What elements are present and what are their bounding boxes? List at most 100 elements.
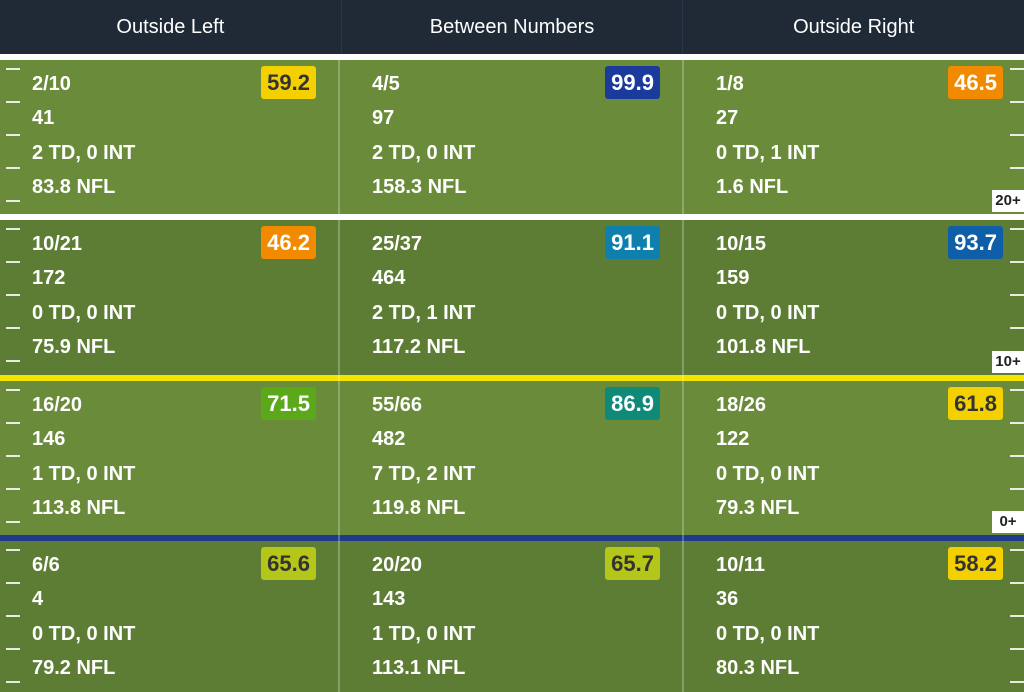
- zone-cell[interactable]: 10/11 36 0 TD, 0 INT 80.3 NFL 58.2: [684, 541, 1024, 692]
- zone-cell[interactable]: 10/21 172 0 TD, 0 INT 75.9 NFL 46.2: [0, 220, 338, 375]
- stat-nfl-rating: 1.6 NFL: [716, 176, 789, 198]
- yard-label: 10+: [992, 351, 1024, 373]
- stat-completions: 10/15: [716, 233, 767, 255]
- stat-nfl-rating: 158.3 NFL: [372, 176, 467, 198]
- zone-cell[interactable]: 10/15 159 0 TD, 0 INT 101.8 NFL 93.7: [684, 220, 1024, 375]
- stat-yards: 464: [372, 267, 406, 289]
- hash-mark: [1010, 261, 1024, 263]
- hash-mark: [6, 134, 20, 136]
- hash-mark: [1010, 455, 1024, 457]
- zone-cell[interactable]: 55/66 482 7 TD, 2 INT 119.8 NFL 86.9: [340, 381, 678, 535]
- stat-completions: 1/8: [716, 73, 744, 95]
- hash-mark: [1010, 681, 1024, 683]
- hash-mark: [1010, 68, 1024, 70]
- hash-mark: [1010, 101, 1024, 103]
- hash-mark: [6, 68, 20, 70]
- column-header-outside-right: Outside Right: [682, 0, 1024, 54]
- stat-nfl-rating: 80.3 NFL: [716, 657, 800, 679]
- hash-mark: [6, 648, 20, 650]
- stat-yards: 172: [32, 267, 66, 289]
- field-band: [0, 381, 1024, 535]
- grade-badge: 46.2: [261, 226, 316, 259]
- column-divider: [338, 60, 340, 692]
- hash-mark: [1010, 488, 1024, 490]
- hash-mark: [6, 488, 20, 490]
- hash-mark: [1010, 582, 1024, 584]
- hash-mark: [1010, 615, 1024, 617]
- stat-completions: 20/20: [372, 554, 423, 576]
- hash-mark: [6, 615, 20, 617]
- hash-mark: [6, 521, 20, 523]
- grade-badge: 65.6: [261, 547, 316, 580]
- stat-nfl-rating: 101.8 NFL: [716, 336, 811, 358]
- stat-yards: 482: [372, 428, 406, 450]
- hash-mark: [1010, 167, 1024, 169]
- zone-cell[interactable]: 1/8 27 0 TD, 1 INT 1.6 NFL 46.5: [684, 60, 1024, 214]
- stat-completions: 55/66: [372, 394, 423, 416]
- zone-cell[interactable]: 4/5 97 2 TD, 0 INT 158.3 NFL 99.9: [340, 60, 678, 214]
- stat-yards: 122: [716, 428, 750, 450]
- stat-td-int: 0 TD, 0 INT: [32, 302, 136, 324]
- stat-yards: 143: [372, 588, 406, 610]
- stat-yards: 41: [32, 107, 55, 129]
- hash-mark: [1010, 422, 1024, 424]
- stat-td-int: 2 TD, 0 INT: [372, 142, 476, 164]
- stat-td-int: 0 TD, 0 INT: [716, 302, 820, 324]
- zone-cell[interactable]: 20/20 143 1 TD, 0 INT 113.1 NFL 65.7: [340, 541, 678, 692]
- yard-line-separator: [0, 375, 1024, 381]
- stat-nfl-rating: 75.9 NFL: [32, 336, 116, 358]
- stat-nfl-rating: 113.1 NFL: [372, 657, 466, 679]
- column-header-between-numbers: Between Numbers: [340, 0, 683, 54]
- hash-mark: [1010, 294, 1024, 296]
- hash-mark: [6, 200, 20, 202]
- stat-nfl-rating: 119.8 NFL: [372, 497, 466, 519]
- hash-mark: [6, 360, 20, 362]
- hash-mark: [6, 582, 20, 584]
- grade-badge: 65.7: [605, 547, 660, 580]
- hash-mark: [6, 389, 20, 391]
- stat-yards: 159: [716, 267, 750, 289]
- hash-mark: [6, 549, 20, 551]
- hash-mark: [6, 101, 20, 103]
- hash-mark: [1010, 389, 1024, 391]
- stat-yards: 146: [32, 428, 66, 450]
- hash-mark: [1010, 549, 1024, 551]
- stat-td-int: 1 TD, 0 INT: [372, 623, 476, 645]
- stat-nfl-rating: 79.2 NFL: [32, 657, 116, 679]
- stat-completions: 2/10: [32, 73, 71, 95]
- stat-completions: 10/21: [32, 233, 83, 255]
- hash-mark: [1010, 228, 1024, 230]
- hash-mark: [6, 422, 20, 424]
- yard-line-separator: [0, 214, 1024, 220]
- stat-td-int: 0 TD, 0 INT: [32, 623, 136, 645]
- hash-mark: [6, 167, 20, 169]
- yard-line-separator: [0, 54, 1024, 60]
- zone-cell[interactable]: 25/37 464 2 TD, 1 INT 117.2 NFL 91.1: [340, 220, 678, 375]
- field-band: [0, 541, 1024, 692]
- column-header-bar: Outside Left Between Numbers Outside Rig…: [0, 0, 1024, 54]
- grade-badge: 58.2: [948, 547, 1003, 580]
- yard-label: 20+: [992, 190, 1024, 212]
- hash-mark: [6, 261, 20, 263]
- column-divider: [682, 60, 684, 692]
- zone-cell[interactable]: 2/10 41 2 TD, 0 INT 83.8 NFL 59.2: [0, 60, 338, 214]
- zone-cell[interactable]: 6/6 4 0 TD, 0 INT 79.2 NFL 65.6: [0, 541, 338, 692]
- column-header-outside-left: Outside Left: [116, 15, 225, 38]
- grade-badge: 99.9: [605, 66, 660, 99]
- hash-mark: [6, 294, 20, 296]
- grade-badge: 46.5: [948, 66, 1003, 99]
- zone-cell[interactable]: 18/26 122 0 TD, 0 INT 79.3 NFL 61.8: [684, 381, 1024, 535]
- stat-completions: 10/11: [716, 554, 765, 576]
- stat-td-int: 0 TD, 0 INT: [716, 623, 820, 645]
- stat-td-int: 0 TD, 0 INT: [716, 463, 820, 485]
- yard-line-separator: [0, 535, 1024, 541]
- stat-yards: 27: [716, 107, 739, 129]
- hash-mark: [1010, 134, 1024, 136]
- stat-td-int: 1 TD, 0 INT: [32, 463, 136, 485]
- grade-badge: 86.9: [605, 387, 660, 420]
- yard-label: 0+: [992, 511, 1024, 533]
- zone-cell[interactable]: 16/20 146 1 TD, 0 INT 113.8 NFL 71.5: [0, 381, 338, 535]
- field-band: [0, 220, 1024, 375]
- field-band: [0, 60, 1024, 214]
- stat-yards: 97: [372, 107, 395, 129]
